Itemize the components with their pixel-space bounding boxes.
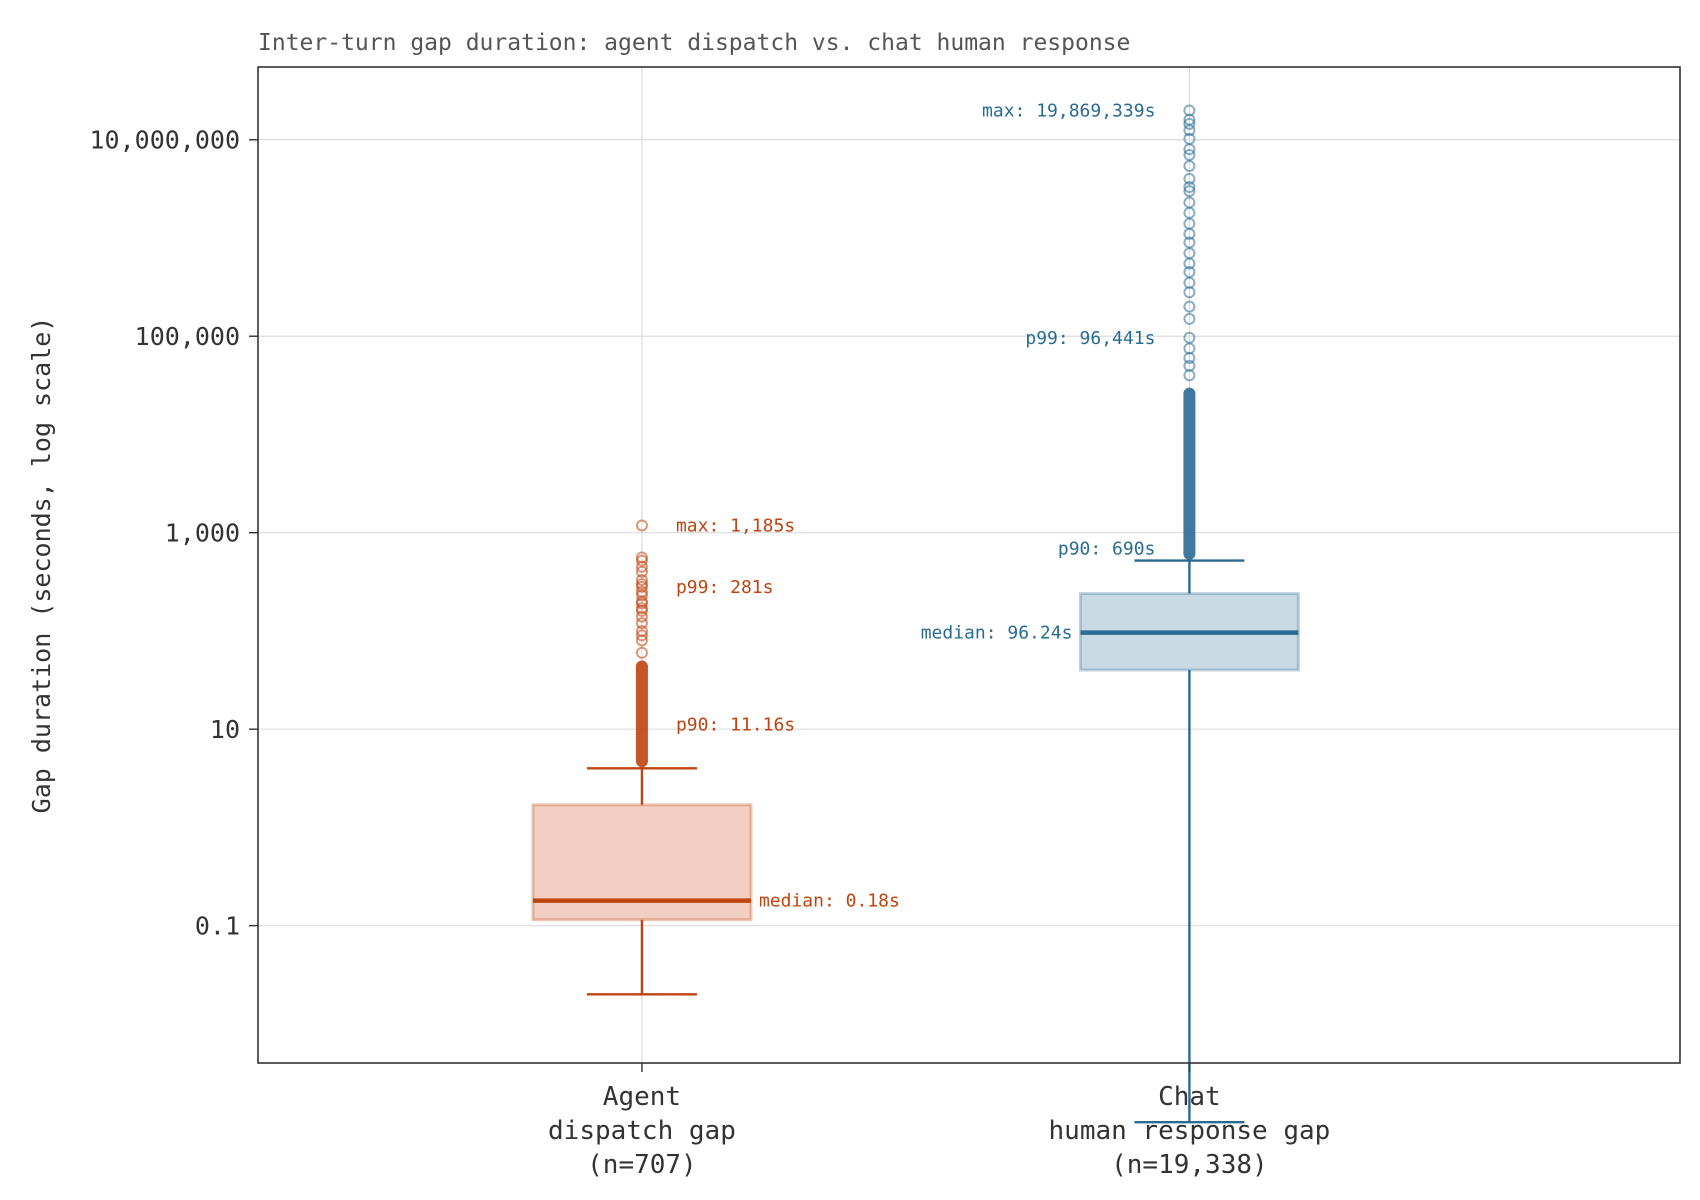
outlier-point — [1183, 104, 1196, 117]
outlier-point — [635, 551, 648, 564]
outlier-point — [1183, 300, 1196, 313]
outlier-point — [1183, 160, 1196, 173]
outlier-cluster — [1183, 387, 1196, 560]
box-series-1: max: 19,869,339s p99: 96,441s p90: 690s med… — [921, 100, 1300, 1124]
y-tick-label: 0.1 — [195, 912, 240, 941]
outlier-point — [1183, 236, 1196, 249]
box-series-0: max: 1,185s p99: 281s p90: 11.16s median: 0… — [531, 515, 900, 996]
outlier-cluster — [635, 660, 648, 768]
plot-marks: max: 1,185s p99: 281s p90: 11.16s median: 0… — [531, 100, 1300, 1124]
data-annotation: p90: 690s — [1058, 539, 1156, 560]
grid-lines — [258, 67, 1680, 1063]
data-annotation: max: 1,185s — [676, 515, 795, 536]
x-axis: Agent dispatch gap (n=707) Chat human respon… — [548, 1063, 1330, 1180]
x-tick-label: (n=707) — [587, 1150, 697, 1180]
outlier-point — [1183, 331, 1196, 344]
outlier-point — [635, 646, 648, 659]
outlier-point — [1183, 185, 1196, 198]
y-tick-label: 10 — [210, 715, 240, 744]
data-annotation: p99: 281s — [676, 577, 774, 598]
outlier-point — [635, 617, 648, 630]
chart-title: Inter-turn gap duration: agent dispatch … — [258, 30, 1130, 56]
y-tick-label: 100,000 — [135, 322, 240, 351]
outlier-point — [635, 602, 648, 615]
x-tick-label: dispatch gap — [548, 1116, 736, 1146]
outlier-point — [635, 629, 648, 642]
data-annotation: median: 0.18s — [759, 891, 900, 912]
x-tick-label: Agent — [603, 1082, 681, 1112]
x-tick-label: human response gap — [1049, 1116, 1331, 1146]
outlier-point — [1183, 266, 1196, 279]
data-annotation: p99: 96,441s — [1025, 328, 1155, 349]
y-axis: 0.1 10 1,000 100,000 10,000,000 — [89, 126, 258, 941]
outlier-point — [1183, 196, 1196, 209]
outlier-point — [635, 565, 648, 578]
x-tick-label: Chat — [1158, 1082, 1221, 1112]
y-axis-label: Gap duration (seconds, log scale) — [27, 317, 56, 814]
x-tick-label: (n=19,338) — [1111, 1150, 1268, 1180]
outlier-point — [1183, 312, 1196, 325]
outlier-point — [1183, 148, 1196, 161]
outlier-point — [1183, 359, 1196, 372]
data-annotation: p90: 11.16s — [676, 714, 795, 735]
outlier-point — [1183, 132, 1196, 145]
outlier-point — [635, 585, 648, 598]
data-annotation: max: 19,869,339s — [982, 100, 1155, 121]
data-annotation: median: 96.24s — [921, 623, 1073, 644]
outlier-point — [1183, 117, 1196, 130]
outlier-point — [1183, 172, 1196, 185]
outlier-point — [635, 624, 648, 637]
outlier-point — [635, 589, 648, 602]
outlier-point — [635, 610, 648, 623]
plot-frame — [257, 66, 1681, 1064]
y-tick-label: 10,000,000 — [89, 126, 240, 155]
outlier-point — [1183, 181, 1196, 194]
outlier-point — [635, 578, 648, 591]
y-tick-label: 1,000 — [165, 519, 240, 548]
outlier-point — [635, 574, 648, 587]
outlier-point — [635, 519, 648, 532]
